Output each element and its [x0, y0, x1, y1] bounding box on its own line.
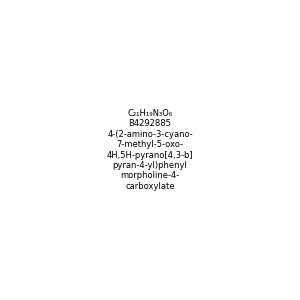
Text: C₂₁H₁₉N₃O₆
B4292885
4-(2-amino-3-cyano-
7-methyl-5-oxo-
4H,5H-pyrano[4,3-b]
pyra: C₂₁H₁₉N₃O₆ B4292885 4-(2-amino-3-cyano- … — [107, 109, 193, 191]
